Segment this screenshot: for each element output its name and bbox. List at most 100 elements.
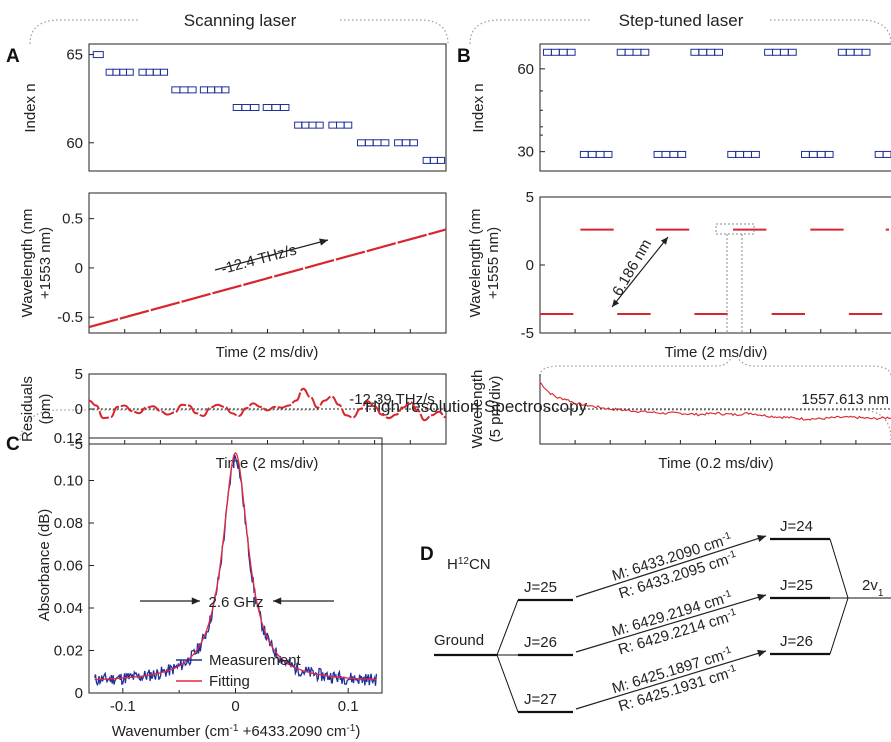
chart-c-xticklabel: 0.1: [338, 698, 359, 715]
chart-c-yticklabel: 0.10: [54, 473, 83, 490]
chart-c-yticklabel: 0.06: [54, 558, 83, 575]
chart-b1-marker: [566, 48, 576, 56]
chart-a3-annotation: -12.39 THz/s: [349, 391, 435, 408]
panel-d-lower-label-1: J=26: [524, 634, 557, 651]
chart-c-legend-label-1: Fitting: [209, 673, 250, 690]
panel-label-c: C: [6, 434, 20, 455]
brace-spec-left: [19, 409, 320, 441]
chart-b3-ylabel-line: Wavelength: [469, 370, 486, 449]
panel-d-ground-label: Ground: [434, 632, 484, 649]
chart-a1-marker: [409, 139, 418, 147]
chart-a3-xlabel: Time (2 ms/div): [216, 455, 319, 472]
chart-c-annotation: 2.6 GHz: [208, 594, 263, 611]
chart-a1-frame: [88, 43, 447, 172]
chart-a1-marker: [394, 139, 403, 147]
chart-a1-marker: [380, 139, 390, 147]
chart-a2-y-ticklabel: -0.5: [57, 309, 83, 326]
chart-a1-segment-1: [105, 68, 134, 76]
chart-a1-marker: [232, 104, 243, 111]
chart-b1-marker: [816, 150, 826, 158]
chart-b1-marker: [772, 48, 781, 56]
chart-a1-segment-2: [138, 68, 169, 76]
chart-a1-marker: [187, 86, 197, 94]
chart-b1-marker: [714, 48, 724, 56]
chart-a1-marker: [171, 86, 181, 94]
chart-c-series-measurement: [93, 454, 378, 687]
chart-b1-marker: [558, 48, 568, 56]
chart-a1-marker: [145, 68, 154, 76]
chart-b1-ylabel: Index n: [470, 83, 487, 132]
chart-b3-frame: [539, 374, 891, 445]
chart-c-yticklabel: 0: [75, 685, 83, 702]
panel-d-lower-label-0: J=25: [524, 579, 557, 596]
chart-b1-segment-3: [653, 150, 687, 158]
chart-a2-ylabel-line: Wavelength (nm: [19, 209, 36, 318]
panel-label-a: A: [6, 46, 20, 67]
chart-b1-segment-9: [874, 150, 891, 158]
chart-a2-ylabel-line: +1553 nm): [37, 227, 54, 299]
panel-label-d: D: [420, 544, 434, 565]
chart-c-fwhm-arrow-left-head: [191, 597, 200, 605]
chart-b1-marker: [750, 150, 760, 158]
chart-c-xticklabel: -0.1: [110, 698, 136, 715]
chart-b1-marker: [698, 48, 708, 56]
chart-b1-y-ticklabel: 60: [517, 61, 534, 78]
chart-b1-y-ticklabel: 30: [517, 144, 534, 161]
chart-a2-arrow: [214, 239, 329, 271]
chart-a3-y-ticklabel: 5: [75, 366, 83, 383]
chart-b1-marker: [779, 48, 789, 56]
chart-b2-frame: [539, 196, 891, 334]
chart-b2-annotation: 6.186 nm: [609, 236, 655, 299]
chart-a1-marker: [271, 104, 281, 111]
chart-a1-ylabel-line: Index n: [22, 83, 39, 132]
panel-d-transition-arrow-1: [575, 594, 767, 653]
chart-b1-marker: [743, 150, 752, 158]
chart-a1-segment-0: [92, 51, 104, 59]
chart-a1-marker: [249, 104, 260, 111]
chart-a1-y-ticklabel: 60: [66, 135, 83, 152]
chart-a1-y-ticklabel: 65: [66, 47, 83, 64]
chart-b2-y-ticklabel: 5: [526, 189, 534, 206]
chart-a3-ylabel-line: (pm): [37, 394, 54, 425]
zoom-brace-right: [736, 355, 891, 377]
chart-b1-marker: [653, 150, 663, 158]
chart-a1-marker: [112, 68, 121, 76]
chart-b1-marker: [764, 48, 774, 56]
chart-a3-ylabel: Residuals (pm): [19, 376, 54, 442]
chart-b3-reference-label: 1557.613 nm: [801, 391, 889, 408]
section-title-spectroscopy: High-resolution Spectroscopy: [365, 397, 588, 416]
chart-a1-marker: [214, 86, 223, 94]
chart-a1-marker: [119, 68, 127, 76]
panel-d-lower-label-2: J=27: [524, 691, 557, 708]
panel-d-band-label: 2v1: [862, 577, 884, 599]
chart-b1-marker: [632, 48, 642, 56]
chart-a1-marker: [138, 68, 147, 76]
chart-a3-ylabel-line: Residuals: [19, 376, 36, 442]
chart-a1-marker: [372, 139, 382, 147]
chart-a1-marker: [92, 51, 104, 59]
chart-b1-marker: [727, 150, 737, 158]
chart-a2-y-ticklabel: 0.5: [62, 211, 83, 228]
chart-a1-segment-3: [171, 86, 197, 94]
chart-c-series-fitting: [94, 452, 377, 681]
chart-a1-segment-7: [294, 121, 324, 129]
brace-step-right: [770, 19, 891, 45]
chart-a1-marker: [262, 104, 273, 111]
chart-a2-series-line: [88, 228, 447, 329]
chart-a1-marker: [179, 86, 189, 94]
chart-b1-marker: [837, 48, 847, 56]
chart-b2-arrow-down: [611, 271, 641, 308]
chart-a1-marker: [294, 121, 303, 129]
chart-a1-marker: [152, 68, 161, 76]
chart-a1-marker: [159, 68, 169, 76]
chart-a1-segment-5: [232, 104, 260, 111]
chart-a1-segment-4: [199, 86, 230, 94]
chart-a1-marker: [328, 121, 338, 129]
brace-scanning-right: [340, 19, 449, 45]
chart-b2-xlabel: Time (2 ms/div): [665, 344, 768, 361]
chart-a1-marker: [429, 156, 438, 164]
chart-b1-marker: [595, 150, 605, 158]
section-title-scanning: Scanning laser: [184, 11, 297, 30]
